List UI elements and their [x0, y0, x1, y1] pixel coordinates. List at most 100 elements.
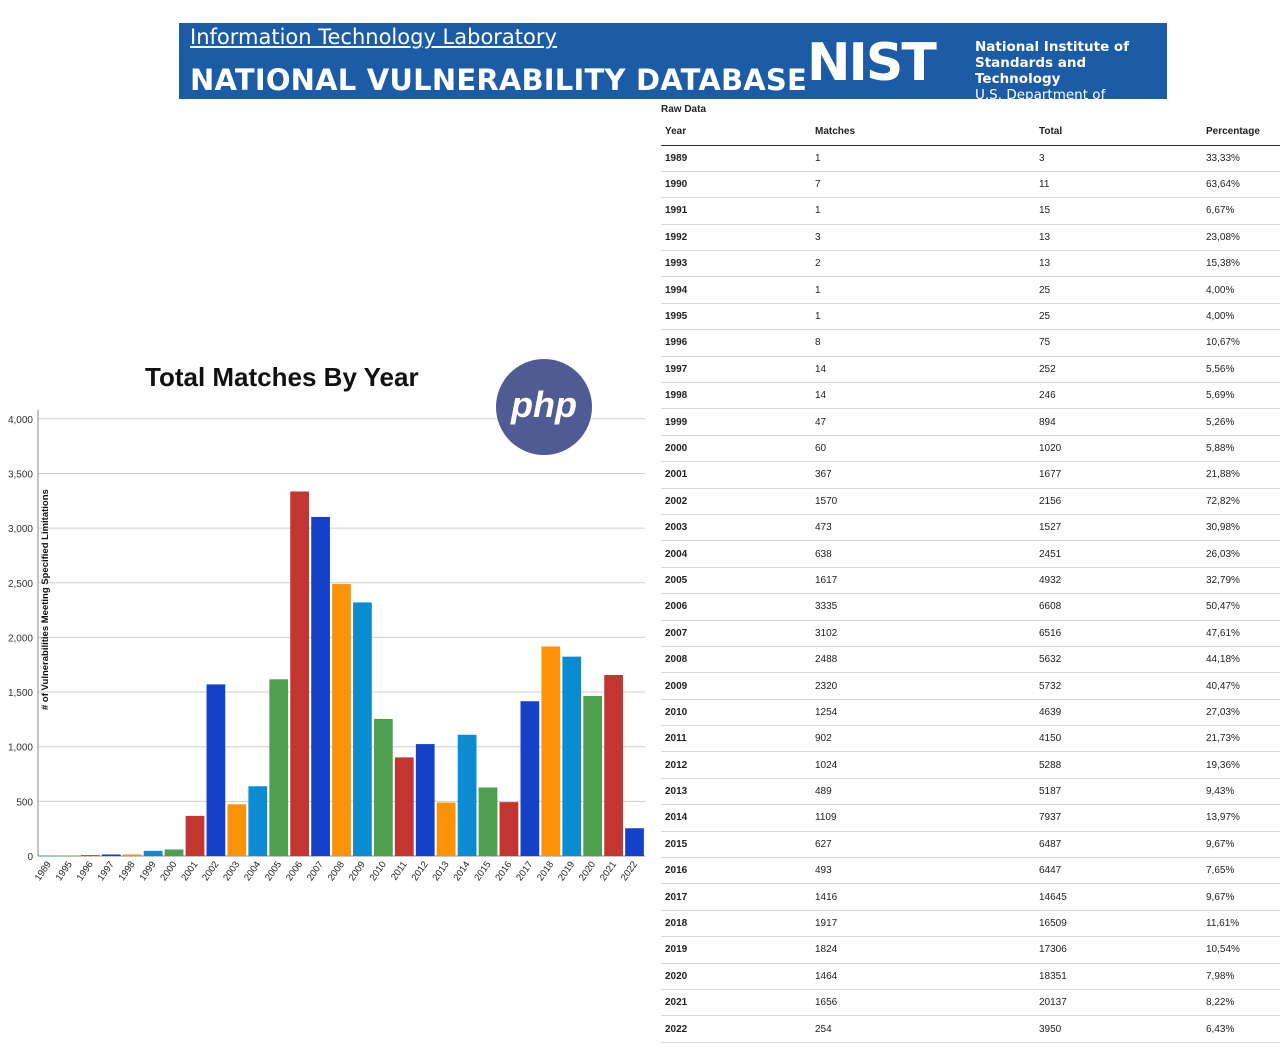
- row-percentage: 44,18%: [1202, 646, 1280, 674]
- row-total: 2156: [1035, 488, 1202, 515]
- row-year: 2008: [661, 646, 811, 674]
- row-percentage: 6,43%: [1202, 1015, 1280, 1043]
- row-matches: 254: [811, 1015, 1035, 1043]
- row-total: 16509: [1035, 910, 1202, 938]
- nist-logo-icon[interactable]: NIST: [807, 36, 969, 86]
- y-tick-label: 500: [16, 797, 33, 808]
- row-year: 2013: [661, 778, 811, 806]
- row-total: 6447: [1035, 857, 1202, 885]
- bar-2011: [394, 757, 414, 856]
- y-tick-label: 4,000: [8, 415, 33, 426]
- row-percentage: 72,82%: [1202, 488, 1280, 515]
- table-row: 1991 1 15 6,67%: [661, 197, 1280, 225]
- row-matches: 7: [811, 171, 1035, 199]
- table-row: 2003 473 1527 30,98%: [661, 514, 1280, 542]
- x-tick-label: 2021: [598, 859, 619, 883]
- row-year: 2002: [661, 488, 811, 515]
- row-total: 25: [1035, 276, 1202, 304]
- table-row: 2010 1254 4639 27,03%: [661, 699, 1280, 727]
- row-matches: 1: [811, 303, 1035, 331]
- y-tick-label: 1,000: [8, 743, 33, 754]
- row-matches: 489: [811, 778, 1035, 806]
- bar-2010: [373, 718, 393, 856]
- header-matches: Matches: [811, 119, 1035, 146]
- x-tick-label: 2017: [514, 859, 535, 883]
- header-year: Year: [661, 119, 811, 146]
- row-total: 75: [1035, 329, 1202, 357]
- row-year: 1992: [661, 224, 811, 252]
- table-row: 2000 60 1020 5,88%: [661, 435, 1280, 463]
- bar-2022: [625, 828, 644, 856]
- row-matches: 1024: [811, 751, 1035, 779]
- row-matches: 2488: [811, 646, 1035, 674]
- x-tick-label: 2001: [179, 859, 200, 883]
- row-percentage: 33,33%: [1202, 145, 1280, 172]
- row-year: 1998: [661, 382, 811, 410]
- row-year: 2021: [661, 989, 811, 1017]
- table-row: 2001 367 1677 21,88%: [661, 461, 1280, 489]
- bar-2000: [164, 849, 184, 856]
- bar-1997: [101, 854, 121, 856]
- row-year: 2003: [661, 514, 811, 542]
- row-year: 2015: [661, 831, 811, 859]
- row-percentage: 5,69%: [1202, 382, 1280, 410]
- row-total: 1020: [1035, 435, 1202, 463]
- row-percentage: 15,38%: [1202, 250, 1280, 278]
- row-total: 5632: [1035, 646, 1202, 674]
- row-matches: 47: [811, 408, 1035, 436]
- row-year: 2011: [661, 725, 811, 753]
- row-year: 2006: [661, 593, 811, 621]
- x-tick-label: 2019: [556, 859, 577, 883]
- row-total: 17306: [1035, 936, 1202, 964]
- row-percentage: 7,98%: [1202, 963, 1280, 991]
- row-percentage: 11,61%: [1202, 910, 1280, 938]
- row-matches: 60: [811, 435, 1035, 463]
- row-total: 1677: [1035, 461, 1202, 489]
- row-total: 4932: [1035, 567, 1202, 595]
- bar-1996: [80, 855, 100, 856]
- itl-link[interactable]: Information Technology Laboratory: [190, 25, 557, 49]
- table-row: 2007 3102 6516 47,61%: [661, 620, 1280, 647]
- x-tick-label: 2005: [263, 859, 284, 883]
- row-year: 2019: [661, 936, 811, 964]
- x-tick-label: 2018: [535, 859, 556, 883]
- bar-1998: [122, 854, 142, 856]
- x-tick-label: 2002: [200, 859, 221, 883]
- row-total: 2451: [1035, 540, 1202, 568]
- x-tick-label: 1998: [117, 859, 138, 883]
- table-row: 1993 2 13 15,38%: [661, 250, 1280, 278]
- table-row: 2006 3335 6608 50,47%: [661, 593, 1280, 621]
- row-percentage: 4,00%: [1202, 276, 1280, 304]
- row-percentage: 10,67%: [1202, 329, 1280, 357]
- row-percentage: 10,54%: [1202, 936, 1280, 964]
- row-total: 246: [1035, 382, 1202, 410]
- row-total: 5732: [1035, 672, 1202, 700]
- bar-2006: [290, 491, 310, 856]
- row-matches: 2: [811, 250, 1035, 278]
- row-percentage: 7,65%: [1202, 857, 1280, 885]
- row-matches: 3102: [811, 620, 1035, 647]
- row-year: 1990: [661, 171, 811, 199]
- row-year: 1994: [661, 276, 811, 304]
- table-row: 2021 1656 20137 8,22%: [661, 989, 1280, 1017]
- bar-2002: [206, 684, 226, 856]
- table-row: 2017 1416 14645 9,67%: [661, 883, 1280, 911]
- bar-2019: [562, 656, 582, 856]
- row-percentage: 4,00%: [1202, 303, 1280, 331]
- bar-2014: [457, 734, 477, 856]
- x-tick-label: 2011: [389, 859, 410, 882]
- y-tick-label: 2,000: [8, 633, 33, 644]
- table-row: 1992 3 13 23,08%: [661, 224, 1280, 252]
- row-total: 18351: [1035, 963, 1202, 991]
- row-year: 2017: [661, 883, 811, 911]
- table-row: 1995 1 25 4,00%: [661, 303, 1280, 331]
- table-body: 1989 1 3 33,33% 1990 7 11 63,64% 1991 1 15 6,67% 199…: [661, 145, 1280, 1043]
- row-total: 6487: [1035, 831, 1202, 859]
- row-total: 894: [1035, 408, 1202, 436]
- bar-2008: [332, 584, 351, 856]
- row-matches: 1917: [811, 910, 1035, 938]
- table-row: 2005 1617 4932 32,79%: [661, 567, 1280, 595]
- table-row: 2004 638 2451 26,03%: [661, 540, 1280, 568]
- row-percentage: 6,67%: [1202, 197, 1280, 225]
- bar-2015: [478, 787, 498, 856]
